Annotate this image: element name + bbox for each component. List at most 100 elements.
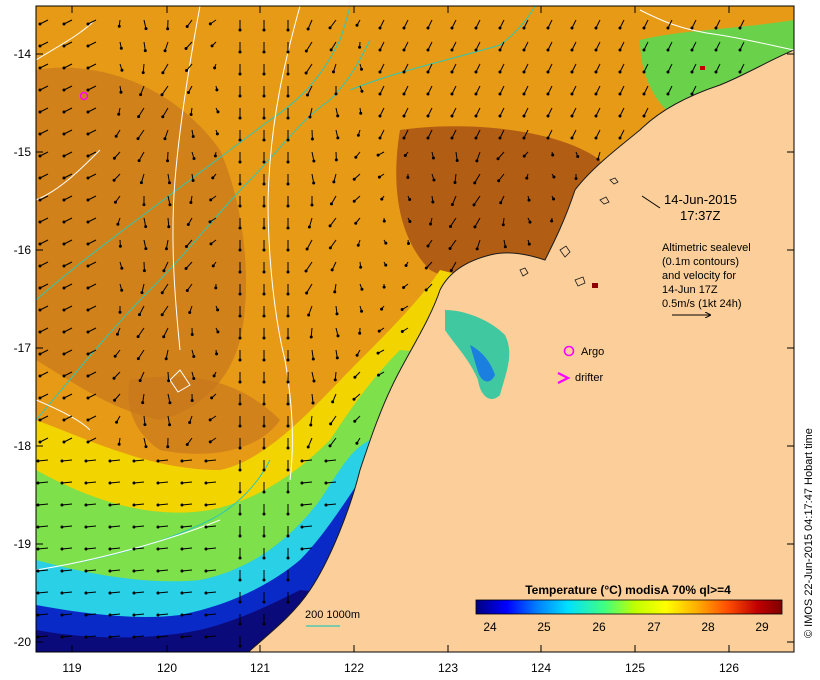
- velocity-arrow-head: [86, 132, 90, 136]
- velocity-arrow-head: [377, 373, 381, 377]
- velocity-arrow-head: [450, 92, 454, 96]
- velocity-arrow-head: [262, 622, 266, 626]
- velocity-arrow: [310, 415, 313, 426]
- velocity-arrow-head: [286, 72, 290, 76]
- velocity-arrow-head: [137, 115, 141, 119]
- legend-note-line: 14-Jun 17Z: [662, 284, 718, 296]
- velocity-arrow-head: [164, 357, 168, 361]
- velocity-arrow-head: [112, 156, 116, 160]
- velocity-arrow-head: [306, 445, 310, 449]
- velocity-arrow-head: [238, 336, 242, 340]
- velocity-arrow-head: [376, 351, 380, 355]
- velocity-arrow-head: [112, 376, 116, 380]
- velocity-arrow-head: [208, 418, 212, 422]
- velocity-arrow-head: [312, 181, 316, 185]
- velocity-arrow-head: [690, 26, 694, 30]
- velocity-arrow-head: [329, 202, 333, 206]
- velocity-arrow: [157, 569, 169, 572]
- velocity-arrow-head: [570, 70, 574, 74]
- velocity-arrow-head: [60, 613, 64, 617]
- velocity-arrow-head: [408, 198, 412, 202]
- velocity-arrow-head: [144, 445, 148, 449]
- velocity-arrow-head: [163, 137, 167, 141]
- velocity-arrow-head: [262, 182, 266, 186]
- velocity-arrow-head: [359, 265, 363, 269]
- velocity-arrow-head: [358, 331, 362, 335]
- velocity-arrow: [109, 569, 121, 572]
- velocity-arrow-head: [690, 48, 694, 52]
- velocity-arrow-head: [60, 525, 64, 529]
- velocity-arrow-head: [286, 402, 290, 406]
- lat-tick-label: -16: [14, 243, 32, 257]
- velocity-arrow-head: [62, 110, 66, 114]
- velocity-arrow-head: [62, 132, 66, 136]
- velocity-arrow: [301, 525, 313, 528]
- velocity-arrow-head: [211, 264, 215, 268]
- velocity-arrow-head: [262, 314, 266, 318]
- velocity-arrow-head: [426, 70, 430, 74]
- velocity-arrow-head: [402, 70, 406, 74]
- velocity-arrow-head: [527, 198, 531, 202]
- velocity-arrow: [37, 481, 49, 484]
- velocity-arrow-head: [238, 490, 242, 494]
- lat-axis-labels: -14 -15 -16 -17 -18 -19 -20: [14, 47, 32, 649]
- velocity-arrow-head: [188, 421, 192, 425]
- velocity-arrow-head: [642, 26, 646, 30]
- velocity-arrow-head: [286, 270, 290, 274]
- velocity-arrow-head: [180, 525, 184, 529]
- colorbar-tick-label: 25: [537, 620, 551, 634]
- velocity-arrow-head: [312, 379, 316, 383]
- velocity-arrow: [311, 349, 314, 360]
- velocity-arrow-head: [324, 503, 328, 507]
- velocity-arrow-head: [474, 26, 478, 30]
- velocity-arrow-head: [336, 114, 340, 118]
- velocity-arrow-head: [474, 92, 478, 96]
- lat-tick-label: -20: [14, 635, 32, 649]
- velocity-arrow-head: [300, 503, 304, 507]
- velocity-arrow-head: [552, 197, 556, 201]
- velocity-arrow-head: [262, 160, 266, 164]
- velocity-arrow-head: [108, 481, 112, 485]
- velocity-arrow-head: [38, 374, 42, 378]
- velocity-arrow-head: [304, 269, 308, 273]
- depth-legend-label: 200 1000m: [305, 609, 360, 621]
- velocity-arrow-head: [184, 47, 188, 51]
- velocity-arrow: [205, 481, 217, 484]
- velocity-arrow: [133, 635, 145, 638]
- sealevel-contour-6: [169, 369, 191, 393]
- velocity-arrow-head: [116, 222, 120, 226]
- velocity-arrow-head: [356, 243, 360, 247]
- velocity-arrow-head: [475, 247, 479, 251]
- velocity-arrow-head: [168, 203, 172, 207]
- velocity-arrow-head: [403, 154, 407, 158]
- velocity-arrow-head: [84, 481, 88, 485]
- velocity-arrow-head: [117, 442, 121, 446]
- sealevel-contour-2: [267, 6, 301, 481]
- velocity-arrow: [85, 547, 97, 550]
- lon-tick-label: 125: [625, 661, 645, 675]
- velocity-arrow-head: [156, 547, 160, 551]
- velocity-arrow-head: [180, 547, 184, 551]
- velocity-arrow-head: [84, 525, 88, 529]
- velocity-arrow-head: [38, 110, 42, 114]
- velocity-arrow-head: [38, 66, 42, 70]
- velocity-arrow-head: [210, 44, 214, 48]
- velocity-arrow-head: [204, 525, 208, 529]
- velocity-arrow-head: [108, 591, 112, 595]
- velocity-arrow-head: [431, 156, 435, 160]
- velocity-arrow-head: [62, 440, 66, 444]
- velocity-arrow: [138, 107, 145, 117]
- velocity-arrow: [181, 569, 193, 572]
- velocity-arrow-head: [86, 242, 90, 246]
- velocity-arrow-head: [384, 263, 388, 267]
- velocity-arrow: [133, 591, 145, 594]
- velocity-arrow-head: [119, 90, 123, 94]
- velocity-arrow-head: [378, 70, 382, 74]
- velocity-arrow-head: [475, 159, 479, 163]
- velocity-arrow: [309, 107, 313, 118]
- velocity-arrow: [161, 85, 169, 96]
- velocity-arrow-head: [432, 178, 436, 182]
- velocity-arrow-head: [336, 334, 340, 338]
- velocity-arrow: [37, 547, 49, 550]
